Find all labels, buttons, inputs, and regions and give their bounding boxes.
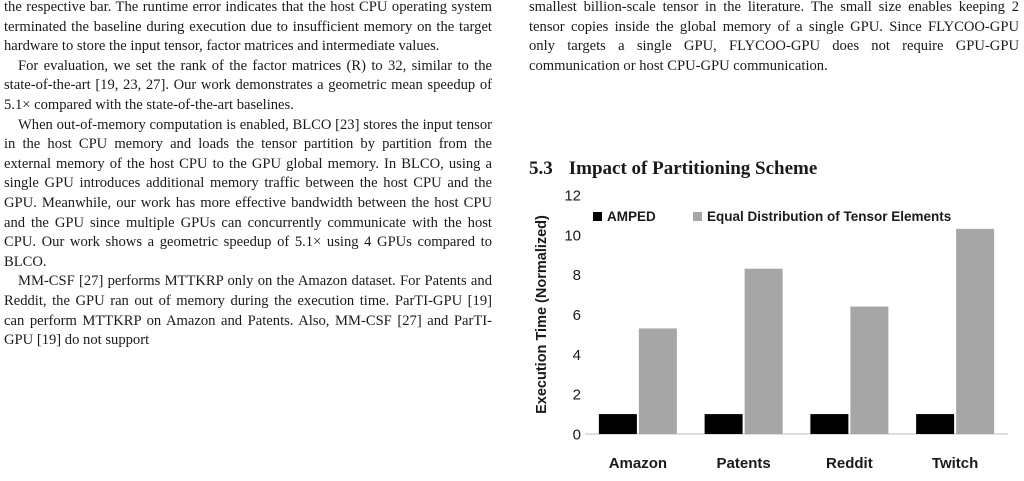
y-tick-label: 8	[573, 267, 581, 284]
y-axis-label: Execution Time (Normalized)	[534, 215, 550, 414]
category-label: Twitch	[932, 455, 978, 472]
section-number: 5.3	[529, 158, 553, 179]
left-column: the respective bar. The runtime error in…	[4, 0, 492, 351]
legend-swatch	[693, 212, 702, 221]
right-column: smallest billion-scale tensor in the lit…	[529, 0, 1019, 76]
y-tick-label: 0	[573, 427, 581, 444]
y-tick-label: 10	[564, 227, 581, 244]
category-label: Reddit	[826, 455, 873, 472]
paragraph-1: the respective bar. The runtime error in…	[4, 0, 492, 55]
legend: AMPED Equal Distribution of Tensor Elemen…	[593, 209, 951, 224]
bar-amped-amazon	[598, 414, 637, 434]
category-labels: Amazon Patents Reddit Twitch	[609, 455, 979, 472]
category-label: Amazon	[609, 455, 667, 472]
section-heading: 5.3 Impact of Partitioning Scheme	[529, 158, 817, 180]
legend-label: AMPED	[607, 209, 656, 224]
section-title: Impact of Partitioning Scheme	[568, 158, 818, 179]
bars	[598, 228, 995, 434]
bar-equal-distribution-amazon	[638, 328, 677, 434]
legend-swatch	[593, 212, 602, 221]
paragraph-2: For evaluation, we set the rank of the f…	[4, 57, 492, 116]
y-axis-ticks: 0 2 4 6 8 10 12	[564, 188, 581, 444]
y-tick-label: 2	[573, 387, 581, 404]
y-tick-label: 12	[564, 188, 581, 205]
bar-chart: 0 2 4 6 8 10 12 Amazon Patents Reddit Twitch Exec…	[534, 188, 1008, 472]
legend-label: Equal Distribution of Tensor Elements	[707, 209, 951, 224]
bar-amped-twitch	[916, 414, 955, 434]
paragraph-4: MM-CSF [27] performs MTTKRP only on the …	[4, 273, 492, 349]
category-label: Patents	[717, 455, 771, 472]
bar-amped-patents	[704, 414, 743, 434]
y-tick-label: 4	[573, 347, 581, 364]
bar-amped-reddit	[810, 414, 849, 434]
bar-equal-distribution-reddit	[850, 306, 889, 434]
paragraph-2-text: For evaluation, we set the rank of the f…	[4, 57, 492, 113]
right-paragraph: smallest billion-scale tensor in the lit…	[529, 0, 1019, 74]
bar-equal-distribution-patents	[744, 268, 783, 434]
bar-equal-distribution-twitch	[956, 228, 995, 434]
y-tick-label: 6	[573, 307, 581, 324]
paragraph-3: When out-of-memory computation is enable…	[4, 116, 492, 270]
